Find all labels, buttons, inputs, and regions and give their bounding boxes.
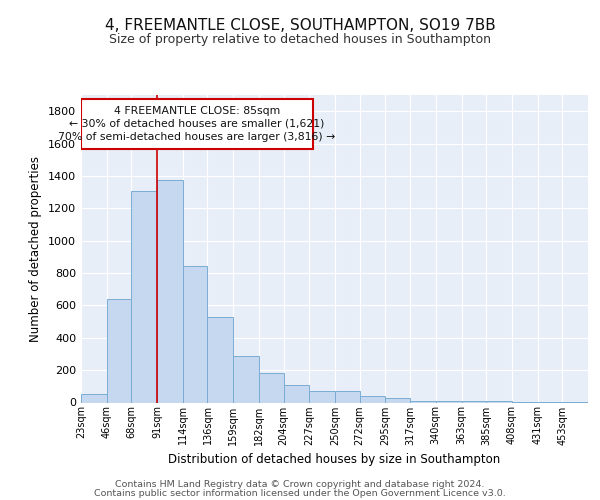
Bar (335, 392, 359, 402)
Bar (310, 391, 335, 402)
Bar (436, 400, 461, 402)
Bar (107, 299, 131, 403)
Text: Size of property relative to detached houses in Southampton: Size of property relative to detached ho… (109, 32, 491, 46)
Bar (233, 356, 259, 403)
X-axis label: Distribution of detached houses by size in Southampton: Distribution of detached houses by size … (169, 453, 500, 466)
Y-axis label: Number of detached properties: Number of detached properties (29, 156, 43, 342)
Bar (157, 180, 183, 402)
Bar (259, 372, 284, 402)
Bar (461, 400, 486, 402)
Text: 70% of semi-detached houses are larger (3,816) →: 70% of semi-detached houses are larger (… (58, 132, 335, 141)
Bar (410, 400, 436, 402)
Bar (284, 384, 310, 402)
Text: Contains HM Land Registry data © Crown copyright and database right 2024.: Contains HM Land Registry data © Crown c… (115, 480, 485, 489)
Bar (359, 396, 385, 402)
Bar (81, 394, 107, 402)
Bar (385, 398, 410, 402)
Bar (183, 266, 208, 402)
Bar (486, 400, 512, 402)
Bar (81, 98, 313, 149)
Bar (208, 316, 233, 402)
Text: 4 FREEMANTLE CLOSE: 85sqm: 4 FREEMANTLE CLOSE: 85sqm (114, 106, 280, 116)
Text: Contains public sector information licensed under the Open Government Licence v3: Contains public sector information licen… (94, 488, 506, 498)
Text: ← 30% of detached houses are smaller (1,621): ← 30% of detached houses are smaller (1,… (69, 119, 325, 129)
Bar (131, 192, 157, 402)
Text: 4, FREEMANTLE CLOSE, SOUTHAMPTON, SO19 7BB: 4, FREEMANTLE CLOSE, SOUTHAMPTON, SO19 7… (104, 18, 496, 32)
